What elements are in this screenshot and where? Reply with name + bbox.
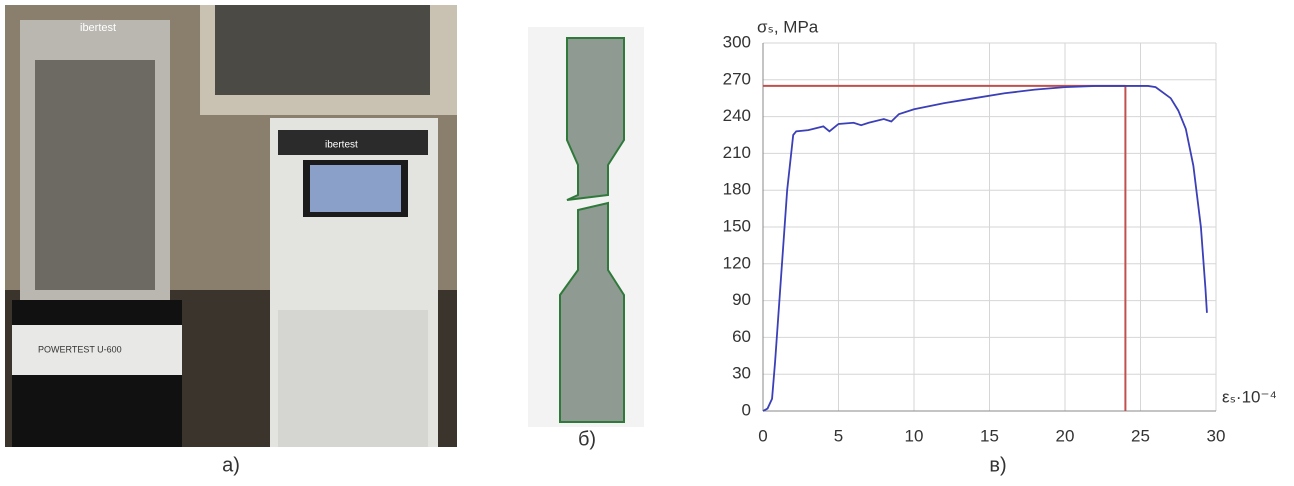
x-tick-label: 15	[980, 426, 999, 445]
photo-specimen	[528, 27, 644, 427]
y-axis-label: σₛ, MPa	[757, 17, 819, 36]
data-line	[762, 85, 1208, 412]
photo-text: ibertest	[80, 22, 116, 34]
caption: в)	[989, 454, 1006, 476]
y-tick-label: 150	[723, 216, 751, 235]
caption: а)	[222, 454, 240, 476]
y-tick-label: 300	[723, 32, 751, 51]
x-tick-label: 0	[758, 426, 767, 445]
y-tick-label: 90	[732, 290, 751, 309]
y-tick-label: 0	[742, 400, 751, 419]
x-axis-label: εₛ·10⁻⁴	[1222, 387, 1277, 406]
x-tick-label: 30	[1207, 426, 1226, 445]
photo-testing-machine: ibertest ibertest POWERTEST U-600	[5, 5, 457, 447]
y-tick-label: 270	[723, 69, 751, 88]
y-tick-label: 30	[732, 364, 751, 383]
y-tick-label: 210	[723, 143, 751, 162]
x-tick-label: 5	[834, 426, 843, 445]
y-tick-label: 240	[723, 106, 751, 125]
y-tick-label: 180	[723, 180, 751, 199]
y-tick-label: 120	[723, 253, 751, 272]
x-tick-label: 20	[1056, 426, 1075, 445]
photo-text: POWERTEST U-600	[38, 344, 122, 354]
x-tick-label: 10	[905, 426, 924, 445]
caption: б)	[578, 428, 596, 450]
photo-text: ibertest	[325, 140, 358, 151]
x-tick-label: 25	[1131, 426, 1150, 445]
y-tick-label: 60	[732, 327, 751, 346]
